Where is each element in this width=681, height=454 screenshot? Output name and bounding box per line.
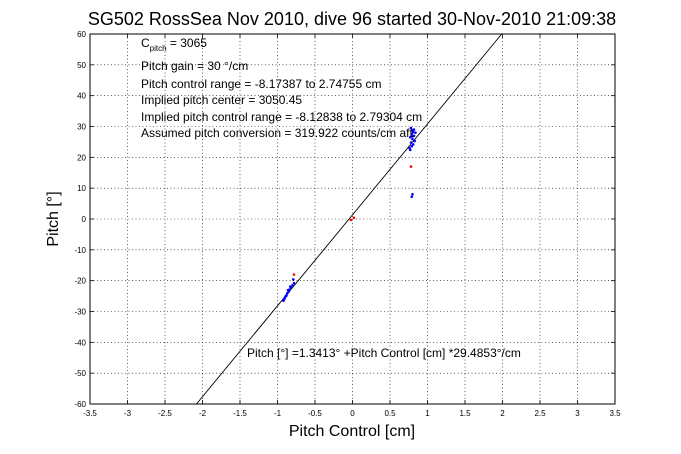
y-tick-label: -50 [74,369,86,378]
x-tick-label: 1 [425,409,430,418]
data-point [412,128,416,131]
y-axis-label: Pitch [°] [45,191,62,246]
fit-equation-label: Pitch [°] =1.3413° +Pitch Control [cm] *… [247,346,521,360]
x-tick-label: 3.5 [609,409,621,418]
data-point [409,141,413,144]
data-point [411,130,415,134]
x-tick-label: -1.5 [233,409,247,418]
x-tick-label: -3 [124,409,132,418]
annotation-implied-range: Implied pitch control range = -8.12838 t… [141,110,422,124]
x-tick-labels: -3.5 -3 -2.5 -2 -1.5 -1 -0.5 0 0.5 1 1.5 2 2.5 3 3.5 [83,409,621,418]
data-point [292,281,296,285]
chart-title: SG502 RossSea Nov 2010, dive 96 started … [88,9,616,29]
data-point [413,139,417,143]
annotation-pitch-center: Implied pitch center = 3050.45 [141,93,302,107]
outlier-point [409,165,413,168]
annotation-pitch-gain: Pitch gain = 30 °/cm [141,59,248,73]
x-tick-label: 1.5 [459,409,471,418]
y-tick-label: 30 [77,123,86,132]
data-point [411,143,415,146]
data-point [286,288,290,292]
x-tick-label: 2.5 [534,409,546,418]
outlier-point [349,218,353,222]
y-tick-label: -20 [74,277,86,286]
y-tick-label: -60 [74,400,86,409]
data-point [284,294,288,298]
y-tick-label: 10 [77,184,86,193]
y-tick-label: -40 [74,338,86,347]
x-tick-label: 3 [575,409,580,418]
data-point [285,292,289,295]
x-tick-label: -3.5 [83,409,97,418]
y-tick-label: 20 [77,153,86,162]
x-tick-label: 0 [350,409,355,418]
data-point [414,131,417,134]
y-tick-label: 50 [77,61,86,70]
x-tick-label: 0.5 [384,409,396,418]
x-tick-label: -0.5 [308,409,322,418]
data-point [291,283,294,287]
x-tick-label: -2.5 [158,409,172,418]
annotation-c-pitch: Cpitch = 3065 [141,36,207,53]
data-point [411,137,414,141]
data-point [410,132,414,136]
y-tick-label: 0 [82,215,87,224]
x-tick-label: -2 [199,409,207,418]
data-point [291,278,295,281]
plot-frame [89,33,616,405]
y-tick-label: 60 [77,30,86,39]
y-tick-label: -30 [74,308,86,317]
y-tick-label: 40 [77,92,86,101]
grid [89,33,616,405]
data-point [409,126,413,130]
data-point [411,193,414,196]
x-axis-label: Pitch Control [cm] [289,423,415,440]
fit-line [196,33,503,405]
fit-line-layer [196,33,503,405]
outlier-point [352,216,356,220]
annotation-conversion: Assumed pitch conversion = 319.922 count… [141,126,413,140]
annotation-control-range: Pitch control range = -8.17387 to 2.7475… [141,77,382,91]
data-point [410,195,414,199]
y-tick-label: -10 [74,246,86,255]
x-tick-label: -1 [274,409,282,418]
data-point [408,148,412,152]
data-points [282,126,417,303]
data-point [410,144,414,148]
data-point [411,135,414,138]
outlier-point [292,273,296,276]
data-point [408,135,412,139]
x-tick-label: 2 [500,409,505,418]
data-point [282,299,285,303]
y-tick-labels: 60 50 40 30 20 10 0 -10 -20 -30 -40 -50 -60 [74,30,86,409]
data-point [288,285,292,288]
